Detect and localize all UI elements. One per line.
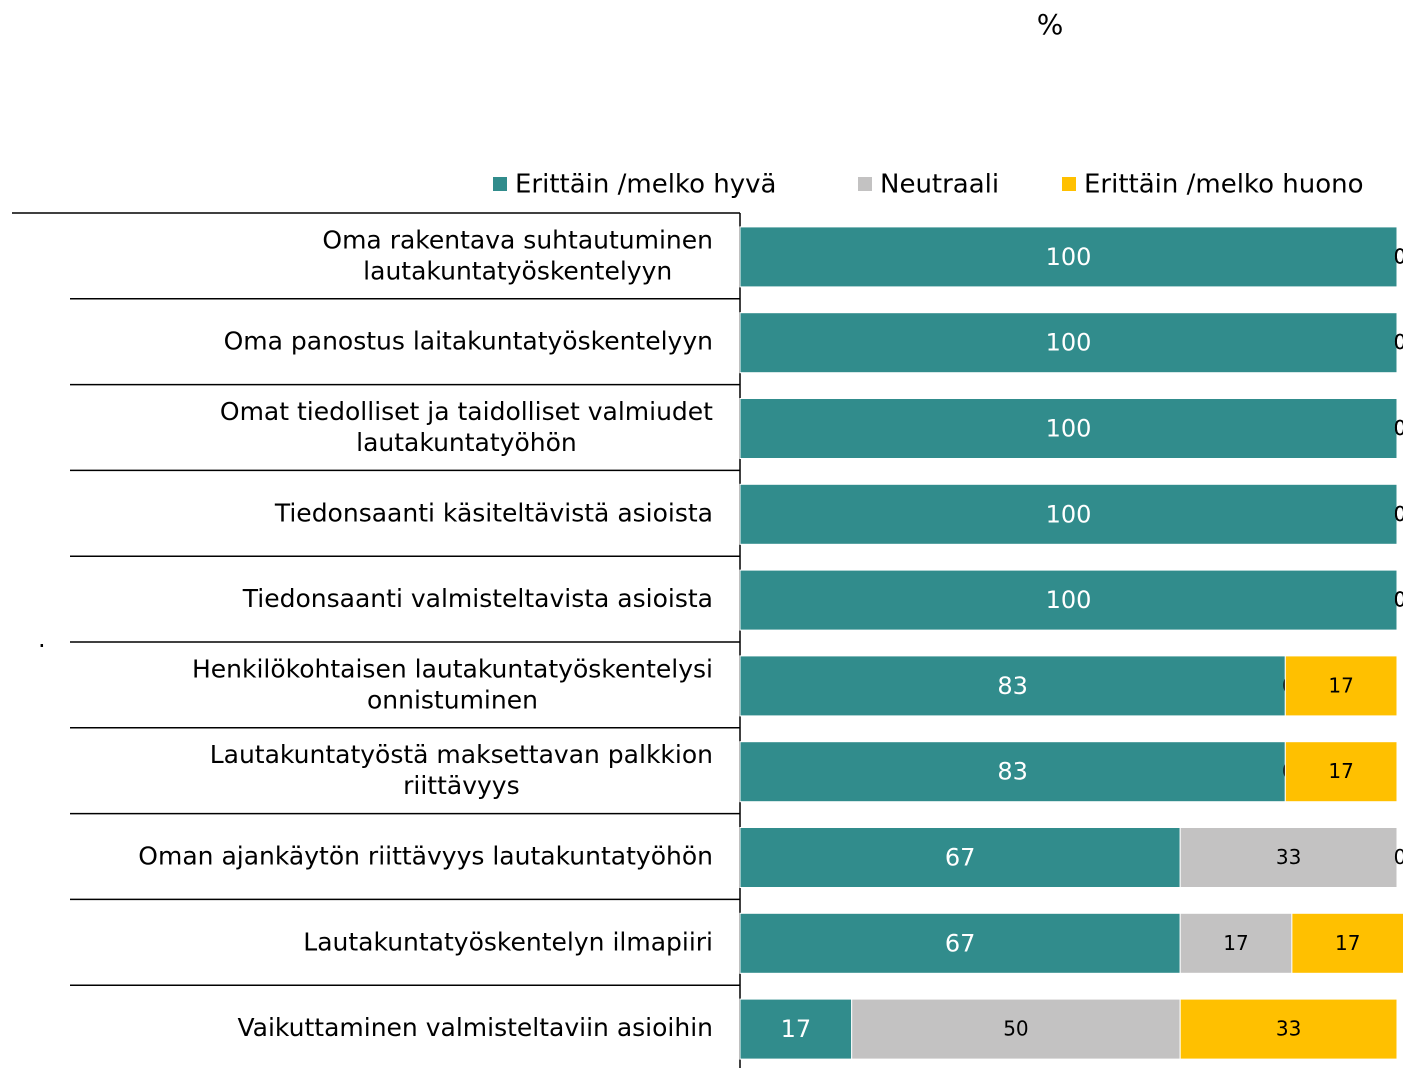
category-label: Henkilökohtaisen lautakuntatyöskentelysi…: [192, 654, 713, 714]
data-label: 100: [1046, 415, 1092, 443]
data-label: 50: [1003, 1017, 1028, 1041]
data-label: 0: [1394, 330, 1403, 354]
data-label: 17: [1223, 931, 1248, 955]
data-label: 67: [945, 844, 976, 872]
legend-label: Erittäin /melko huono: [1084, 170, 1364, 200]
data-label: 0: [1394, 502, 1403, 526]
category-label: Tiedonsaanti käsiteltävistä asioista: [274, 498, 713, 527]
legend-swatch: [858, 177, 872, 191]
category-label: Vaikuttaminen valmisteltaviin asioihin: [237, 1013, 713, 1042]
bar-segment: [739, 912, 1181, 974]
bar-segment: [851, 998, 1181, 1060]
data-label: 100: [1046, 586, 1092, 614]
bar-segment: [739, 398, 1398, 459]
data-label: 17: [1328, 673, 1353, 697]
data-label: 0: [1394, 330, 1403, 354]
category-label: Lautakuntatyöskentelyn ilmapiiri: [303, 927, 713, 956]
data-label: 100: [1046, 500, 1092, 528]
bar-segment: [739, 655, 1286, 717]
data-label: 83: [997, 672, 1028, 700]
bar-segment: [739, 827, 1181, 888]
bar-segment: [739, 483, 1398, 545]
data-label: 0: [1394, 845, 1403, 869]
category-label: Omat tiedolliset ja taidolliset valmiude…: [220, 397, 713, 457]
data-label: 0: [1394, 244, 1403, 268]
bar-segment: [1179, 827, 1398, 888]
bar-segment: [739, 569, 1398, 631]
bar-segment: [739, 998, 853, 1060]
category-label: Oman ajankäytön riittävyys lautakuntatyö…: [138, 842, 713, 871]
data-label: 0: [1394, 588, 1403, 612]
data-label: 67: [945, 929, 976, 957]
bar-segment: [1284, 655, 1398, 717]
category-label: Oma panostus laitakuntatyöskentelyyn: [224, 327, 713, 356]
data-label: 0: [1394, 416, 1403, 440]
dot: .: [38, 625, 46, 653]
data-label: 17: [1335, 931, 1360, 955]
category-label: Oma rakentava suhtautuminen lautakuntatyö…: [322, 225, 713, 285]
bar-segment: [1179, 998, 1398, 1060]
axis-unit: %: [1037, 8, 1064, 41]
bar-segment: [1179, 912, 1293, 974]
legend-swatch: [1062, 177, 1076, 191]
data-label: 33: [1276, 845, 1301, 869]
bar-segment: [739, 741, 1286, 803]
data-label: 17: [1328, 759, 1353, 783]
legend-label: Erittäin /melko hyvä: [515, 170, 776, 200]
legend-swatch: [493, 177, 507, 191]
data-label: 17: [781, 1015, 812, 1043]
data-label: 0: [1394, 244, 1403, 268]
category-label: Tiedonsaanti valmisteltavista asioista: [242, 584, 713, 613]
data-label: 100: [1046, 329, 1092, 357]
bar-segment: [1284, 741, 1398, 803]
data-label: 0: [1394, 416, 1403, 440]
data-label: 0: [1394, 588, 1403, 612]
data-label: 0: [1394, 502, 1403, 526]
bar-segment: [739, 312, 1398, 374]
data-label: 100: [1046, 243, 1092, 271]
category-label: Lautakuntatyöstä maksettavan palkkion rii…: [210, 740, 713, 800]
bar-segment: [739, 226, 1398, 288]
bar-segment: [1291, 912, 1403, 974]
data-label: 83: [997, 758, 1028, 786]
legend-label: Neutraali: [880, 170, 999, 200]
data-label: 33: [1276, 1017, 1301, 1041]
